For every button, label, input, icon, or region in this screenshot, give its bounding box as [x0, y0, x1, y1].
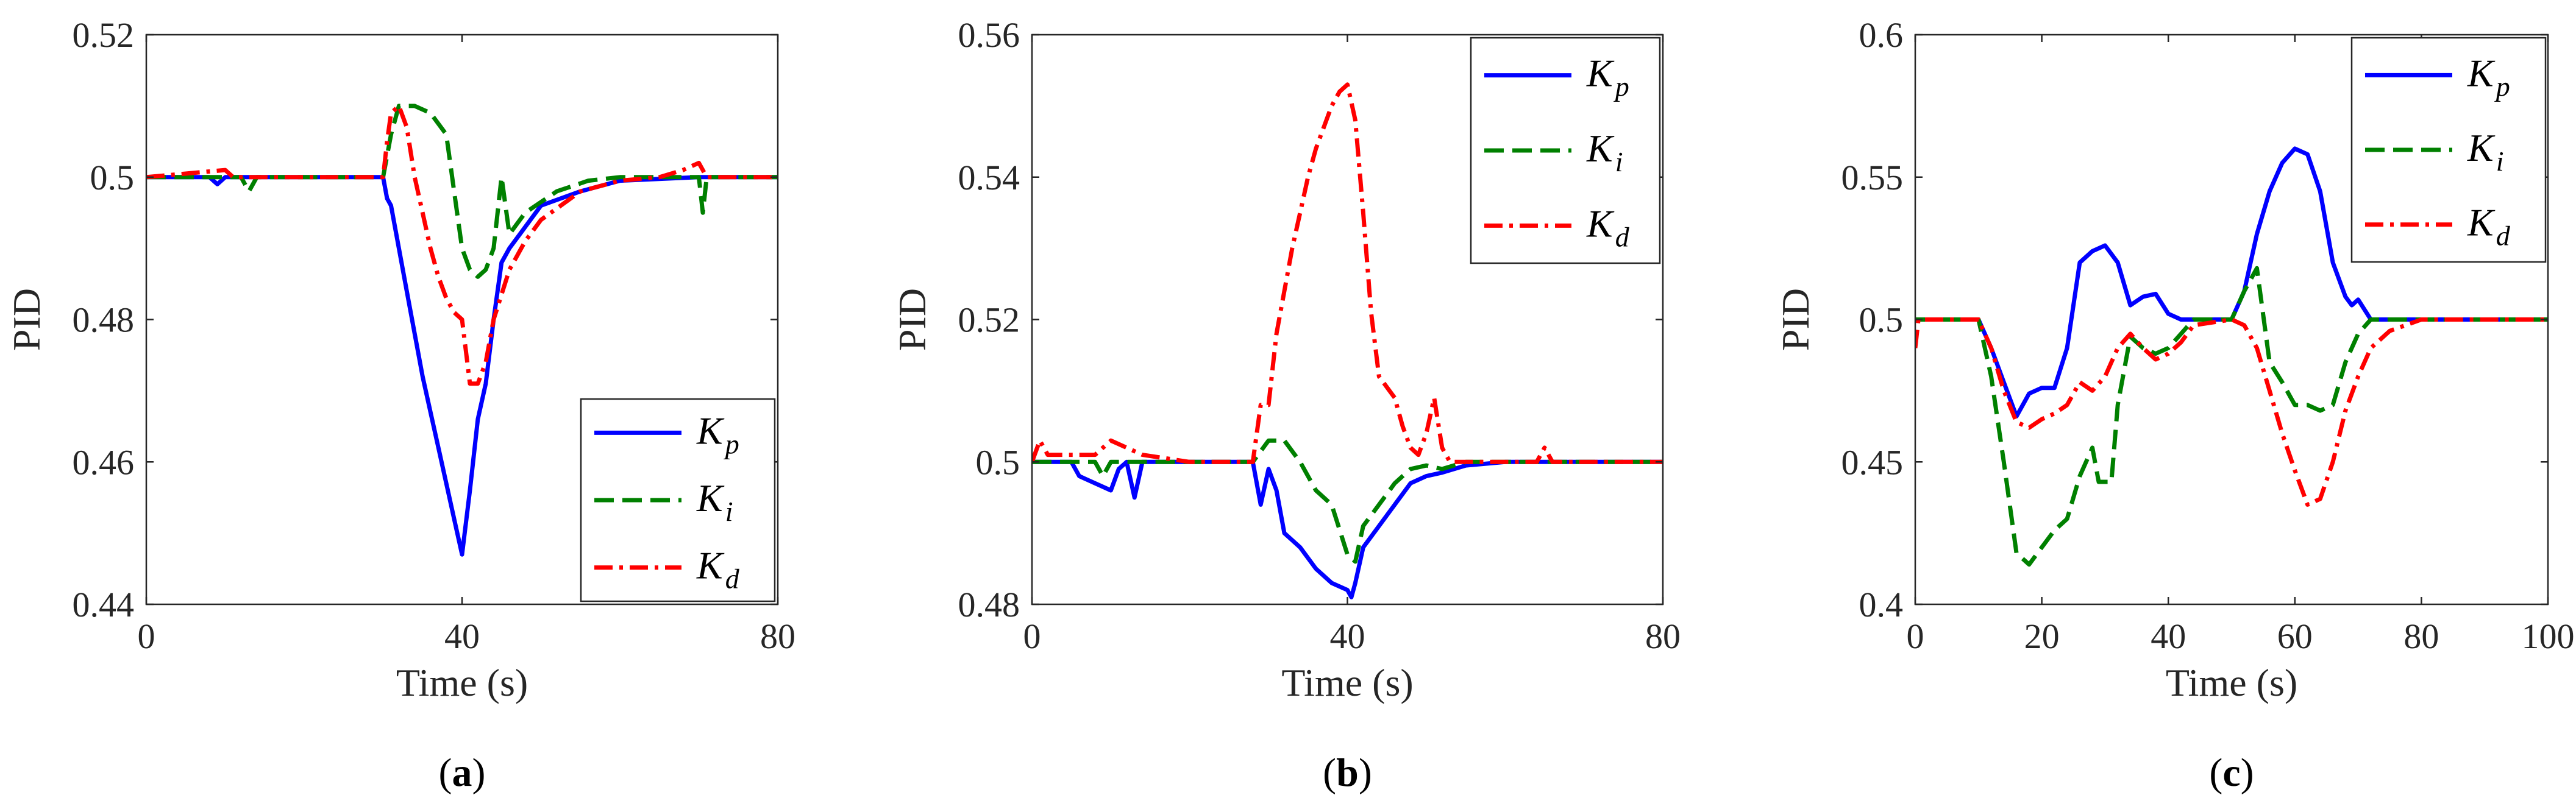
x-axis-label: Time (s): [2166, 661, 2297, 704]
x-tick-label: 80: [760, 616, 795, 656]
series-group: [146, 104, 778, 557]
x-tick-label: 40: [444, 616, 480, 656]
series-line-kp: [1032, 459, 1663, 599]
x-tick-label: 60: [2277, 616, 2313, 656]
x-tick-label: 0: [1023, 616, 1041, 656]
y-tick-label: 0.52: [958, 300, 1020, 340]
series-line-ki: [146, 104, 778, 279]
series-group: [1032, 82, 1663, 599]
series-line-kp: [146, 175, 778, 557]
series-group: [1915, 146, 2548, 567]
chart-panel-c: 0 20 40 60 80 100 0.4 0.45 0.5 0.55 0.6 Time (s) PID…: [1774, 15, 2575, 795]
series-line-kp: [1915, 146, 2548, 419]
chart-panel-a: 0 40 80 0.44 0.46 0.48 0.5 0.52 Time (s) PID KpKiK…: [5, 15, 795, 795]
x-axis-label: Time (s): [396, 661, 528, 704]
y-tick-label: 0.45: [1841, 442, 1904, 482]
panel-label-b: (b): [1323, 751, 1372, 795]
y-tick-label: 0.54: [958, 158, 1020, 197]
y-tick-label: 0.4: [1859, 585, 1904, 624]
x-tick-label: 40: [1330, 616, 1365, 656]
panel-label-c: (c): [2209, 751, 2254, 795]
x-tick-label: 40: [2151, 616, 2186, 656]
series-line-kd: [146, 104, 778, 386]
series-line-kd: [1915, 317, 2548, 507]
series-line-ki: [1032, 438, 1663, 564]
x-tick-label: 0: [1907, 616, 1924, 656]
y-tick-label: 0.52: [73, 15, 135, 55]
x-tick-label: 80: [1645, 616, 1681, 656]
chart-panel-b: 0 40 80 0.48 0.5 0.52 0.54 0.56 Time (s) PID KpKiK…: [891, 15, 1681, 795]
y-axis-label: PID: [5, 288, 48, 351]
y-tick-label: 0.55: [1841, 158, 1904, 197]
panel-label-a: (a): [439, 751, 486, 795]
x-tick-label: 0: [138, 616, 155, 656]
y-tick-label: 0.56: [958, 15, 1020, 55]
series-line-ki: [1915, 266, 2548, 567]
y-tick-label: 0.6: [1859, 15, 1904, 55]
y-tick-label: 0.5: [1859, 300, 1904, 340]
y-tick-label: 0.5: [976, 442, 1020, 482]
y-axis-label: PID: [891, 288, 934, 351]
y-tick-label: 0.48: [73, 300, 135, 340]
x-axis-label: Time (s): [1281, 661, 1413, 704]
y-tick-label: 0.48: [958, 585, 1020, 624]
y-axis-label: PID: [1774, 288, 1817, 351]
series-line-kd: [1032, 82, 1663, 464]
y-tick-label: 0.5: [90, 158, 135, 197]
y-tick-label: 0.46: [73, 442, 135, 482]
x-tick-label: 80: [2403, 616, 2439, 656]
x-tick-label: 20: [2024, 616, 2060, 656]
x-tick-label: 100: [2522, 616, 2575, 656]
y-tick-label: 0.44: [73, 585, 135, 624]
